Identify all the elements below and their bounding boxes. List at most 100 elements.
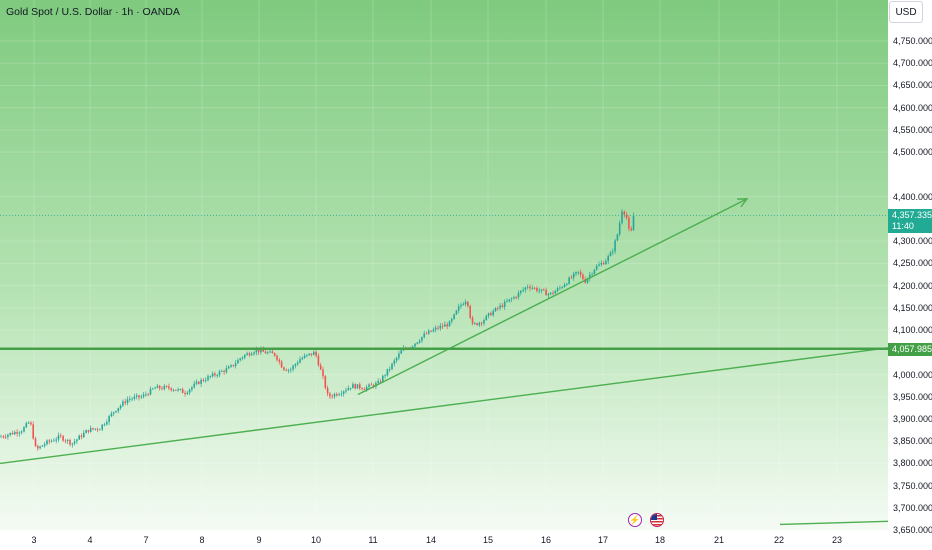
candle-body: [7, 434, 9, 437]
us-flag-icon[interactable]: [650, 513, 664, 527]
price-axis-background[interactable]: [888, 0, 932, 530]
price-tick-label: 4,100.000: [893, 325, 932, 336]
candle-body: [276, 355, 278, 360]
candle-body: [181, 389, 184, 393]
candle-body: [460, 304, 462, 307]
candle-body: [340, 393, 343, 395]
candle-body: [501, 305, 504, 307]
currency-button[interactable]: USD: [889, 1, 923, 23]
candles: [0, 209, 635, 451]
candle-body: [319, 365, 322, 370]
candle-body: [388, 369, 391, 370]
candle-body: [430, 330, 432, 332]
candle-body: [372, 384, 375, 387]
candle-body: [50, 440, 53, 442]
candle-body: [437, 327, 439, 329]
candle-body: [4, 436, 7, 438]
candle-body: [221, 371, 223, 372]
lightning-icon[interactable]: ⚡: [628, 513, 642, 527]
candle-body: [522, 289, 524, 291]
trendlines[interactable]: [0, 198, 889, 526]
candle-body: [386, 369, 389, 376]
candle-body: [370, 384, 373, 386]
candle-body: [418, 340, 421, 343]
time-tick-label: 11: [368, 535, 378, 545]
candle-body: [94, 428, 97, 430]
price-tick-label: 4,550.000: [893, 124, 932, 135]
levels[interactable]: [0, 215, 888, 351]
candle-body: [487, 313, 490, 316]
future-trendline[interactable]: [779, 520, 889, 526]
candle-body: [499, 305, 501, 309]
candle-body: [57, 435, 60, 440]
candle-body: [303, 355, 306, 358]
candle-body: [605, 261, 607, 265]
candle-body: [64, 440, 67, 442]
candle-body: [556, 288, 559, 291]
candle-body: [457, 306, 460, 311]
candle-body: [549, 292, 552, 295]
candle-body: [421, 337, 423, 341]
price-tick-label: 4,400.000: [893, 191, 932, 202]
candle-body: [313, 351, 315, 355]
candle-body: [135, 395, 138, 397]
candle-body: [110, 413, 113, 417]
candle-body: [315, 351, 317, 356]
candle-body: [361, 388, 363, 390]
candle-body: [211, 373, 214, 377]
candle-body: [476, 323, 478, 326]
candle-body: [290, 369, 292, 371]
candle-body: [204, 380, 207, 381]
time-tick-label: 14: [425, 535, 437, 545]
upper-trendline[interactable]: [357, 198, 748, 396]
candle-body: [23, 427, 25, 432]
candle-body: [232, 365, 235, 367]
candle-body: [623, 211, 626, 215]
candle-body: [510, 298, 513, 300]
candle-body: [517, 292, 520, 298]
candle-body: [414, 343, 416, 347]
candle-body: [536, 287, 538, 292]
candle-body: [306, 354, 308, 356]
candle-body: [547, 294, 550, 296]
time-tick-label: 18: [654, 535, 666, 545]
candle-body: [345, 390, 347, 392]
candle-body: [543, 289, 545, 291]
candle-body: [223, 371, 225, 373]
candle-body: [280, 361, 283, 368]
candle-body: [416, 342, 419, 344]
candle-body: [41, 445, 44, 447]
candle-body: [133, 396, 136, 399]
candle-body: [239, 358, 241, 361]
time-tick-label: 16: [540, 535, 552, 545]
candle-body: [441, 325, 444, 327]
candle-body: [444, 324, 446, 327]
price-tick-label: 4,650.000: [893, 80, 932, 91]
candle-body: [39, 446, 41, 449]
candle-body: [216, 375, 218, 377]
price-tick-label: 3,900.000: [893, 413, 932, 424]
candle-body: [563, 284, 566, 288]
candle-body: [255, 349, 258, 353]
candle-body: [145, 394, 147, 396]
candle-body: [545, 290, 547, 296]
candle-body: [609, 252, 612, 257]
candle-body: [112, 412, 115, 414]
candle-body: [188, 389, 191, 393]
candle-body: [108, 416, 110, 423]
candle-body: [115, 411, 117, 413]
candle-body: [579, 271, 582, 275]
candle-body: [262, 349, 264, 352]
candle-body: [630, 228, 632, 231]
time-axis-background[interactable]: [0, 530, 932, 550]
candle-body: [30, 422, 32, 425]
candle-body: [230, 365, 232, 367]
candle-body: [492, 311, 494, 316]
candle-body: [471, 317, 474, 324]
candle-body: [2, 436, 5, 438]
candle-body: [391, 363, 393, 370]
candle-body: [37, 446, 39, 449]
lower-trendline[interactable]: [0, 347, 889, 465]
